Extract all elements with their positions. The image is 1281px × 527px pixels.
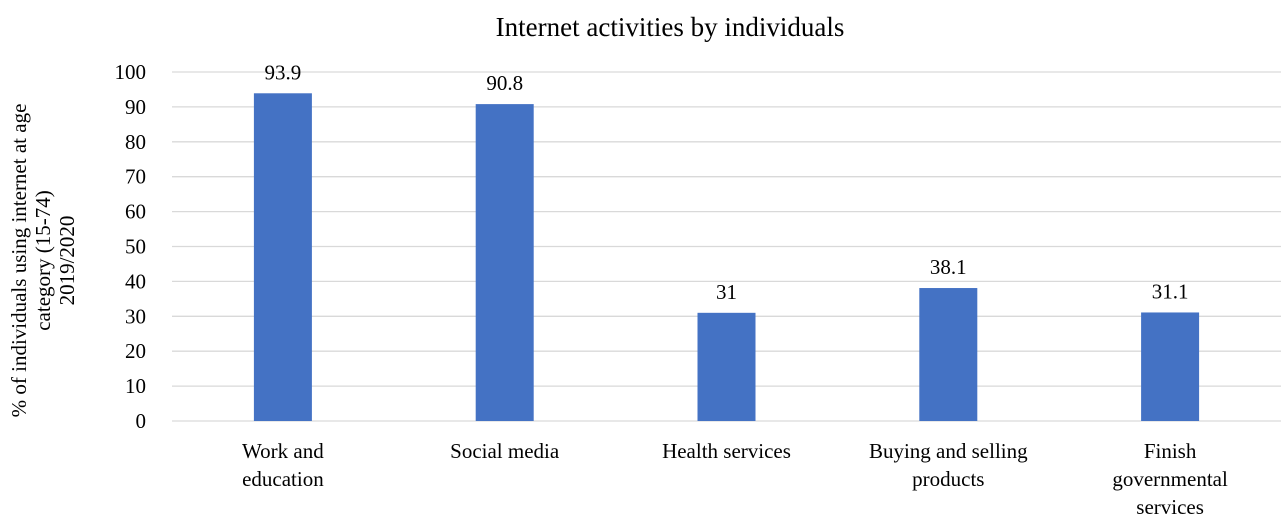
y-tick-label: 80 <box>125 130 146 154</box>
x-category-label-line: Buying and selling <box>869 439 1028 463</box>
x-category-label-line: products <box>912 467 984 491</box>
gridlines <box>172 71 1281 422</box>
y-axis-ticks: 0 10 20 30 40 50 60 70 80 90 100 <box>115 60 147 433</box>
x-category-label-line: Health services <box>662 439 791 463</box>
bar <box>697 312 756 421</box>
data-label: 31 <box>716 280 737 304</box>
x-category-label-line: Finish <box>1144 439 1197 463</box>
x-category-label: Buying and selling products <box>869 439 1028 491</box>
x-category-label: Finish governmental services <box>1112 439 1228 519</box>
x-category-label: Work and education <box>242 439 324 491</box>
y-tick-label: 10 <box>125 374 146 398</box>
y-tick-label: 0 <box>136 409 147 433</box>
x-category-label-line: education <box>242 467 324 491</box>
x-category-label-line: Social media <box>450 439 560 463</box>
y-tick-label: 20 <box>125 339 146 363</box>
bar <box>1141 312 1200 421</box>
y-axis-label: % of individuals using internet at ageca… <box>7 104 79 418</box>
y-tick-label: 60 <box>125 200 146 224</box>
data-labels: 93.9 90.8 31 38.1 31.1 <box>265 60 1189 304</box>
data-label: 38.1 <box>930 255 967 279</box>
y-axis-title-line: % of individuals using internet at age <box>7 104 31 418</box>
data-label: 31.1 <box>1152 279 1189 303</box>
chart-title: Internet activities by individuals <box>496 12 845 42</box>
x-category-label: Health services <box>662 439 791 463</box>
y-axis-title-line: 2019/2020 <box>55 216 79 306</box>
y-axis-title-line: category (15-74) <box>31 190 55 331</box>
bar <box>475 104 534 421</box>
bar <box>919 288 978 421</box>
x-axis-categories: Work and education Social media Health serv… <box>242 439 1228 519</box>
y-tick-label: 30 <box>125 304 146 328</box>
bars <box>253 93 1200 421</box>
y-tick-label: 100 <box>115 60 147 84</box>
data-label: 90.8 <box>486 71 523 95</box>
y-tick-label: 50 <box>125 235 146 259</box>
x-category-label-line: services <box>1136 495 1204 519</box>
x-category-label-line: Work and <box>242 439 324 463</box>
y-tick-label: 90 <box>125 95 146 119</box>
bar <box>253 93 312 421</box>
y-tick-label: 70 <box>125 165 146 189</box>
x-category-label: Social media <box>450 439 560 463</box>
y-axis-title: % of individuals using internet at ageca… <box>7 104 79 418</box>
data-label: 93.9 <box>265 60 302 84</box>
y-tick-label: 40 <box>125 269 146 293</box>
x-category-label-line: governmental <box>1112 467 1228 491</box>
